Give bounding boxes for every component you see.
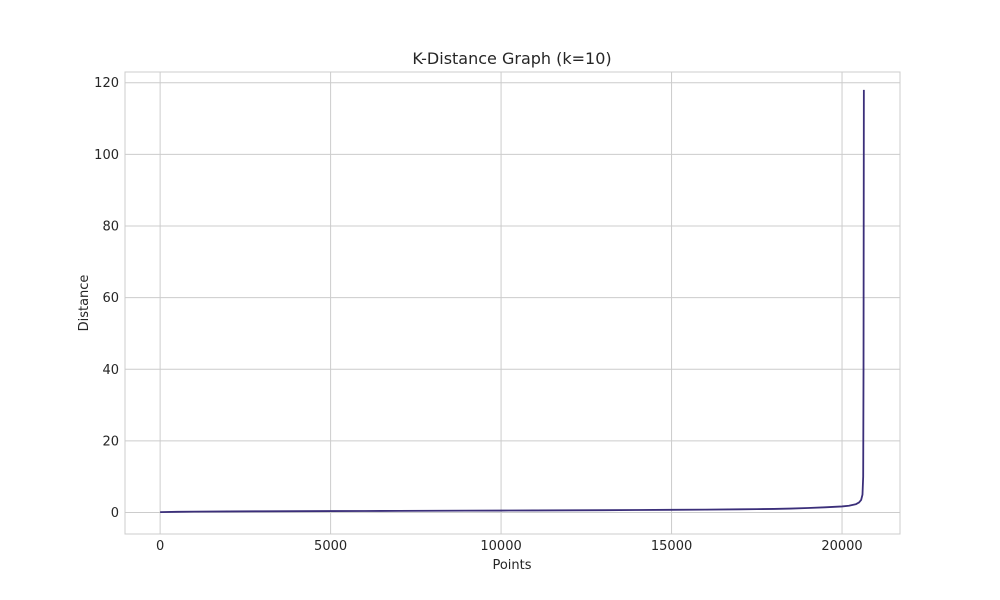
x-axis-label: Points	[492, 558, 531, 573]
plot-frame	[124, 71, 901, 535]
y-tick-label: 20	[102, 434, 119, 449]
x-tick-label: 10000	[480, 539, 521, 554]
series-layer	[160, 89, 865, 514]
y-tick-label: 0	[111, 506, 119, 521]
chart-title: K-Distance Graph (k=10)	[412, 49, 611, 68]
x-tick-label: 15000	[651, 539, 692, 554]
y-axis-label: Distance	[77, 275, 92, 332]
grid	[125, 72, 900, 534]
tick-labels: 0 5000 10000 15000 20000 0 20 40 60 80 100 120	[94, 76, 863, 554]
y-tick-label: 60	[102, 291, 119, 306]
y-tick-label: 80	[102, 220, 119, 235]
x-tick-label: 0	[156, 539, 164, 554]
x-tick-label: 20000	[821, 539, 862, 554]
y-tick-label: 120	[94, 76, 119, 91]
y-tick-label: 100	[94, 148, 119, 163]
k-distance-line	[160, 89, 865, 514]
x-tick-label: 5000	[314, 539, 347, 554]
y-tick-label: 40	[102, 363, 119, 378]
plot-background	[125, 72, 900, 534]
